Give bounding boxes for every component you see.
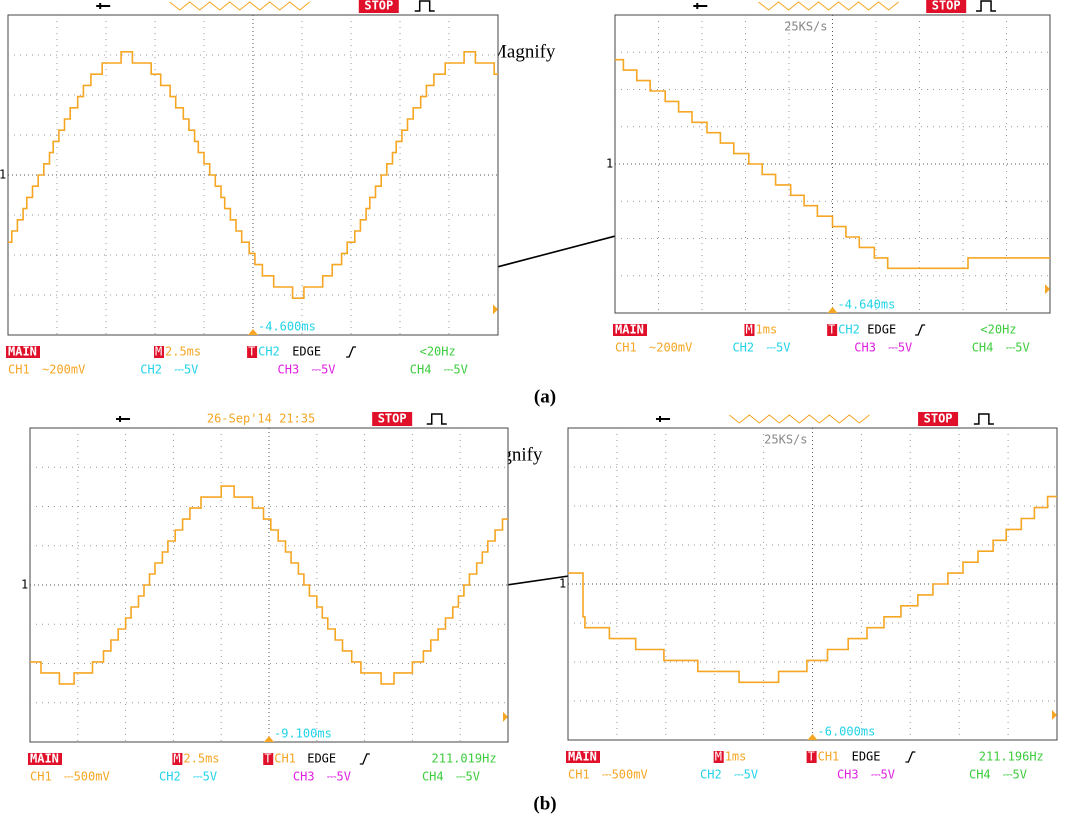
channel-scale: ⎓5V <box>1006 341 1030 355</box>
date: 26-Sep'14 21:35 <box>207 412 315 426</box>
trigger-type: EDGE <box>852 750 881 764</box>
channel-name: CH2 <box>140 363 162 377</box>
m-label: M <box>173 752 180 766</box>
frequency: 211.019Hz <box>432 752 497 766</box>
annotation: Magnify <box>490 41 556 62</box>
channel-name: CH2 <box>732 341 754 355</box>
trigger-source: CH2 <box>258 345 280 359</box>
m-label: M <box>155 345 162 359</box>
caption: (a) <box>534 386 556 407</box>
mode: MAIN <box>8 345 37 359</box>
edge-icon <box>905 752 915 762</box>
channel-name: CH3 <box>854 341 876 355</box>
t-label: T <box>248 345 255 359</box>
memory-bar <box>759 2 899 10</box>
frequency: <20Hz <box>420 345 456 359</box>
usb-icon <box>656 416 670 422</box>
channel-name: CH1 <box>615 341 637 355</box>
channel-name: CH4 <box>972 341 994 355</box>
channel-name: CH4 <box>410 363 432 377</box>
channel-marker: 1 <box>21 578 28 592</box>
status: STOP <box>932 0 961 13</box>
channel-scale: ⎓5V <box>871 768 895 782</box>
time-offset: -9.100ms <box>274 727 332 741</box>
channel-scale: ⎓500mV <box>602 768 648 782</box>
t-label: T <box>828 323 835 337</box>
channel-name: CH3 <box>278 363 300 377</box>
channel-scale: ⎓5V <box>766 341 790 355</box>
timebase: 2.5ms <box>183 752 219 766</box>
t-label: T <box>264 752 271 766</box>
time-offset: -6.000ms <box>818 725 876 739</box>
edge-icon <box>915 325 925 335</box>
channel-name: CH3 <box>293 770 315 784</box>
memory-bar <box>729 415 869 423</box>
sample-rate: 25KS/s <box>784 20 827 34</box>
channel-marker: 1 <box>0 168 6 182</box>
usb-icon <box>116 416 130 422</box>
channel-scale: ⎓5V <box>444 363 468 377</box>
channel-marker: 1 <box>559 577 566 591</box>
page: Magnify Magnify (a) (b) 1-4.600msSTOPMAI… <box>0 0 1066 823</box>
trigger-type: EDGE <box>867 323 896 337</box>
channel-scale: ⎓5V <box>193 770 217 784</box>
channel-scale: ⎓5V <box>456 770 480 784</box>
m-label: M <box>715 750 722 764</box>
channel-scale: ⎓5V <box>1003 768 1027 782</box>
channel-name: CH4 <box>422 770 444 784</box>
edge-icon <box>360 754 370 764</box>
pulse-icon <box>976 1 996 11</box>
frequency: 211.196Hz <box>979 750 1044 764</box>
memory-bar <box>170 2 310 10</box>
mode: MAIN <box>30 752 59 766</box>
status: STOP <box>378 412 407 426</box>
edge-icon <box>346 347 356 357</box>
mode: MAIN <box>615 323 644 337</box>
trigger-type: EDGE <box>307 752 336 766</box>
trigger-source: CH1 <box>274 752 296 766</box>
channel-name: CH3 <box>837 768 859 782</box>
channel-scale: ~200mV <box>42 363 85 377</box>
timebase: 2.5ms <box>165 345 201 359</box>
pulse-icon <box>415 1 435 11</box>
time-offset: -4.640ms <box>838 298 896 312</box>
channel-scale: ⎓5V <box>312 363 336 377</box>
mode: MAIN <box>568 750 597 764</box>
channel-name: CH2 <box>159 770 181 784</box>
channel-name: CH1 <box>30 770 52 784</box>
timebase: 1ms <box>756 323 778 337</box>
status: STOP <box>364 0 393 13</box>
channel-name: CH4 <box>969 768 991 782</box>
figure: Magnify Magnify (a) (b) 1-4.600msSTOPMAI… <box>0 0 1066 823</box>
channel-name: CH2 <box>700 768 722 782</box>
usb-icon <box>693 3 707 9</box>
sample-rate: 25KS/s <box>764 433 807 447</box>
channel-scale: ⎓5V <box>174 363 198 377</box>
channel-scale: ⎓5V <box>888 341 912 355</box>
trigger-source: CH1 <box>818 750 840 764</box>
usb-icon <box>96 3 110 9</box>
channel-scale: ⎓5V <box>327 770 351 784</box>
caption: (b) <box>533 793 556 814</box>
t-label: T <box>808 750 815 764</box>
trigger-source: CH2 <box>838 323 860 337</box>
time-offset: -4.600ms <box>258 320 316 334</box>
status: STOP <box>924 412 953 426</box>
channel-name: CH1 <box>8 363 30 377</box>
channel-scale: ⎓500mV <box>64 770 110 784</box>
pulse-icon <box>974 414 994 424</box>
m-label: M <box>746 323 753 337</box>
frequency: <20Hz <box>980 323 1016 337</box>
channel-marker: 1 <box>606 157 613 171</box>
channel-scale: ~200mV <box>649 341 692 355</box>
trigger-type: EDGE <box>292 345 321 359</box>
channel-scale: ⎓5V <box>734 768 758 782</box>
timebase: 1ms <box>725 750 747 764</box>
channel-name: CH1 <box>568 768 590 782</box>
pulse-icon <box>427 414 447 424</box>
